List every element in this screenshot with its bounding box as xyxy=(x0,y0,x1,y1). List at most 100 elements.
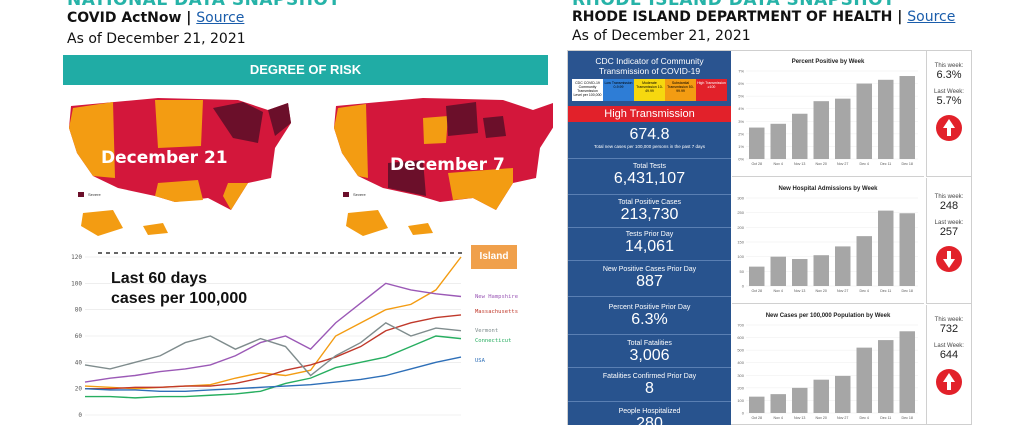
x-tick-label: Nov 20 xyxy=(816,289,827,293)
y-tick-label: 300 xyxy=(737,196,744,201)
x-tick-label: Nov 4 xyxy=(774,416,783,420)
y-tick-label: 7% xyxy=(738,69,744,74)
chart-title: New Hospital Admissions by Week xyxy=(778,186,878,192)
last-week-label: Last Week: xyxy=(934,343,964,349)
series-label: Massachusetts xyxy=(475,309,518,315)
stat-tests-prior-day: Tests Prior Day 14,061 xyxy=(568,227,731,260)
bar xyxy=(792,387,808,413)
map-right-label: December 7 xyxy=(390,155,505,175)
x-tick-label: Nov 13 xyxy=(794,289,805,293)
x-tick-label: Nov 20 xyxy=(816,162,827,166)
svg-text:Severe: Severe xyxy=(88,192,101,197)
risk-maps: Severe December 21 Severe December 7 xyxy=(69,98,553,236)
cdc-legend: CDC COVID-19 Community Transmission Leve… xyxy=(572,79,727,101)
this-week-value: 248 xyxy=(939,200,959,212)
map-left-label: December 21 xyxy=(101,148,228,168)
transmission-value-block: 674.8 Total new cases per 100,000 person… xyxy=(568,122,731,158)
bar xyxy=(878,79,894,159)
series-line-new-hampshire xyxy=(84,282,462,383)
y-tick-label: 60 xyxy=(75,333,83,340)
national-org-name: COVID ActNow | xyxy=(67,10,192,26)
x-tick-label: Nov 13 xyxy=(794,162,805,166)
cdc-legend-cell: High Transmission ≥100 xyxy=(696,79,727,101)
bar xyxy=(856,347,872,413)
bar xyxy=(792,113,808,159)
stat-label: Percent Positive Prior Day xyxy=(608,304,691,311)
y-tick-label: 6% xyxy=(738,81,744,86)
stat-total-tests: Total Tests 6,431,107 xyxy=(568,158,731,194)
y-tick-label: 20 xyxy=(75,386,83,393)
transmission-value: 674.8 xyxy=(629,126,670,143)
ri-source-link[interactable]: Source xyxy=(907,9,956,25)
trend-down-arrow-icon xyxy=(936,246,962,272)
us-risk-map-dec-7: Severe December 7 xyxy=(334,98,553,236)
ri-org-name: RHODE ISLAND DEPARTMENT OF HEALTH | xyxy=(572,9,903,25)
cdc-indicator-box: CDC Indicator of Community Transmission … xyxy=(568,51,731,106)
chart-new-cases-per-100k: New Cases per 100,000 Population by Week… xyxy=(732,305,924,425)
y-tick-label: 700 xyxy=(737,323,744,328)
x-tick-label: Nov 27 xyxy=(837,289,848,293)
stat-percent-positive-prior-day: Percent Positive Prior Day 6.3% xyxy=(568,296,731,334)
y-tick-label: 0% xyxy=(738,157,744,162)
chart-caption-line2: cases per 100,000 xyxy=(111,290,247,307)
chart-hospital-admissions: New Hospital Admissions by Week 0 50 100 15… xyxy=(732,178,924,304)
series-line-vermont xyxy=(84,322,462,377)
bar-chart-percent-positive: 0% 1% 2% 3% 4% 5% 6% 7% Oct 28 Nov 4 Nov 13 Nov 20 N… xyxy=(738,69,918,166)
bar-chart-hospital-admissions: 0 50 100 150 200 250 300 Oct 28 Nov 4 Nov 13 Nov 2… xyxy=(737,196,918,293)
x-tick-label: Nov 27 xyxy=(837,162,848,166)
side-percent-positive: This week: 6.3% Last Week: 5.7% xyxy=(926,51,971,177)
y-tick-label: 300 xyxy=(737,373,744,378)
bar xyxy=(813,379,829,413)
series-line-usa xyxy=(84,356,462,393)
y-tick-label: 150 xyxy=(737,240,744,245)
stat-fatalities-prior-day: Fatalities Confirmed Prior Day 8 xyxy=(568,367,731,401)
y-tick-label: 2% xyxy=(738,131,744,136)
stat-value: 14,061 xyxy=(625,238,674,255)
transmission-level-badge: High Transmission xyxy=(568,106,731,122)
cdc-legend-cell: Substantial Transmission 50-99.99 xyxy=(665,79,696,101)
ri-source-line: RHODE ISLAND DEPARTMENT OF HEALTH | Sour… xyxy=(572,9,955,25)
cdc-legend-cell: Moderate Transmission 10-49.99 xyxy=(634,79,665,101)
last-week-value: 5.7% xyxy=(936,95,962,107)
bar xyxy=(899,76,915,159)
x-tick-label: Oct 28 xyxy=(751,416,762,420)
degree-of-risk-banner: DEGREE OF RISK xyxy=(63,55,548,85)
y-tick-label: 4% xyxy=(738,106,744,111)
y-tick-label: 80 xyxy=(75,307,83,314)
national-source-line: COVID ActNow | Source xyxy=(67,10,244,26)
x-tick-label: Dec 11 xyxy=(880,416,891,420)
x-tick-label: Oct 28 xyxy=(751,289,762,293)
series-label: USA xyxy=(475,358,486,364)
bar xyxy=(792,259,808,286)
svg-text:Severe: Severe xyxy=(353,192,366,197)
chart-title: Percent Positive by Week xyxy=(791,59,865,65)
bar xyxy=(813,255,829,286)
y-tick-label: 100 xyxy=(737,398,744,403)
side-new-cases: This week: 732 Last Week: 644 xyxy=(926,305,971,425)
stat-label: New Positive Cases Prior Day xyxy=(602,266,697,273)
stat-label: Total Positive Cases xyxy=(617,199,682,206)
x-tick-label: Dec 18 xyxy=(902,416,913,420)
trend-up-arrow-icon xyxy=(936,369,962,395)
rhode-island-callout xyxy=(471,245,517,269)
bar xyxy=(835,98,851,159)
stat-total-positive: Total Positive Cases 213,730 xyxy=(568,194,731,227)
x-tick-label: Dec 18 xyxy=(902,289,913,293)
x-tick-label: Nov 4 xyxy=(774,289,783,293)
series-label: Connecticut xyxy=(475,338,511,344)
y-tick-label: 50 xyxy=(740,269,745,274)
y-tick-label: 0 xyxy=(742,411,745,416)
last-week-value: 644 xyxy=(939,349,959,361)
cdc-indicator-title: CDC Indicator of Community Transmission … xyxy=(595,56,704,76)
transmission-note: Total new cases per 100,000 persons in t… xyxy=(593,144,706,149)
stat-label: Total Tests xyxy=(633,163,666,170)
bar xyxy=(749,266,765,286)
national-section-title: NATIONAL DATA SNAPSHOT xyxy=(67,0,341,10)
cases-line-chart: 0 20 40 60 80 100 120 Last 60 days cases per 1… xyxy=(71,245,518,419)
this-week-label: This week: xyxy=(934,194,964,200)
stat-value: 887 xyxy=(636,273,663,290)
bar xyxy=(770,394,786,413)
bar xyxy=(770,256,786,286)
bar xyxy=(770,123,786,159)
national-source-link[interactable]: Source xyxy=(196,10,245,26)
